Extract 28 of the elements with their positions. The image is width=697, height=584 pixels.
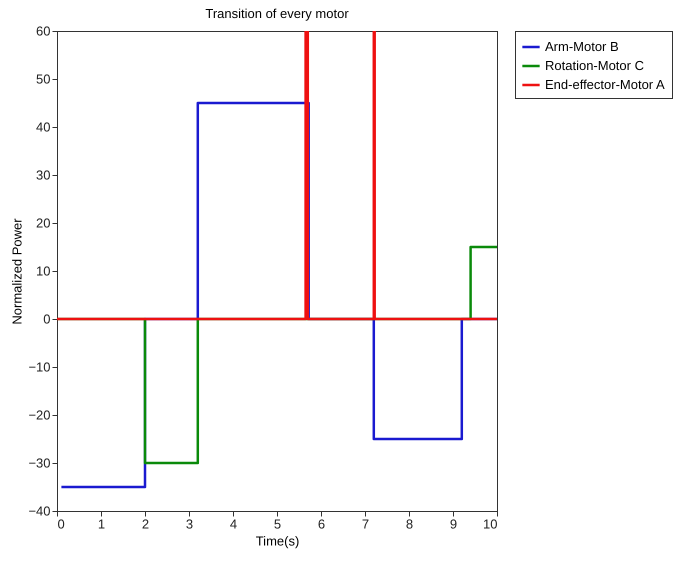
x-tick-label: 3 (186, 516, 194, 532)
x-tick-label: 8 (406, 516, 414, 532)
y-tick-label: 40 (36, 120, 50, 134)
x-tick-label: 6 (318, 516, 326, 532)
y-tick-label: 60 (36, 24, 50, 38)
x-tick-label: 5 (274, 516, 282, 532)
y-tick-label: −30 (28, 456, 50, 470)
y-tick-label: −20 (28, 408, 50, 422)
y-tick-label: 10 (36, 264, 50, 278)
chart-title: Transition of every motor (205, 6, 350, 21)
x-tick-label: 2 (142, 516, 150, 532)
y-tick-label: 30 (36, 168, 50, 182)
legend-label: End-effector-Motor A (545, 77, 666, 92)
x-tick-label: 1 (98, 516, 106, 532)
x-tick-label: 10 (483, 516, 498, 532)
y-tick-label: −10 (28, 360, 50, 374)
x-tick-label: 9 (450, 516, 458, 532)
legend-label: Rotation-Motor C (545, 58, 644, 73)
y-tick-label: 50 (36, 72, 50, 86)
x-tick-label: 7 (362, 516, 370, 532)
y-tick-label: 20 (36, 216, 50, 230)
x-tick-label: 0 (58, 516, 65, 532)
y-tick-label: −40 (28, 504, 50, 518)
y-axis-title: Normalized Power (9, 218, 24, 325)
y-tick-label: 0 (43, 312, 50, 326)
legend-label: Arm-Motor B (545, 39, 619, 54)
x-axis-title: Time(s) (256, 534, 300, 548)
x-tick-label: 4 (230, 516, 238, 532)
